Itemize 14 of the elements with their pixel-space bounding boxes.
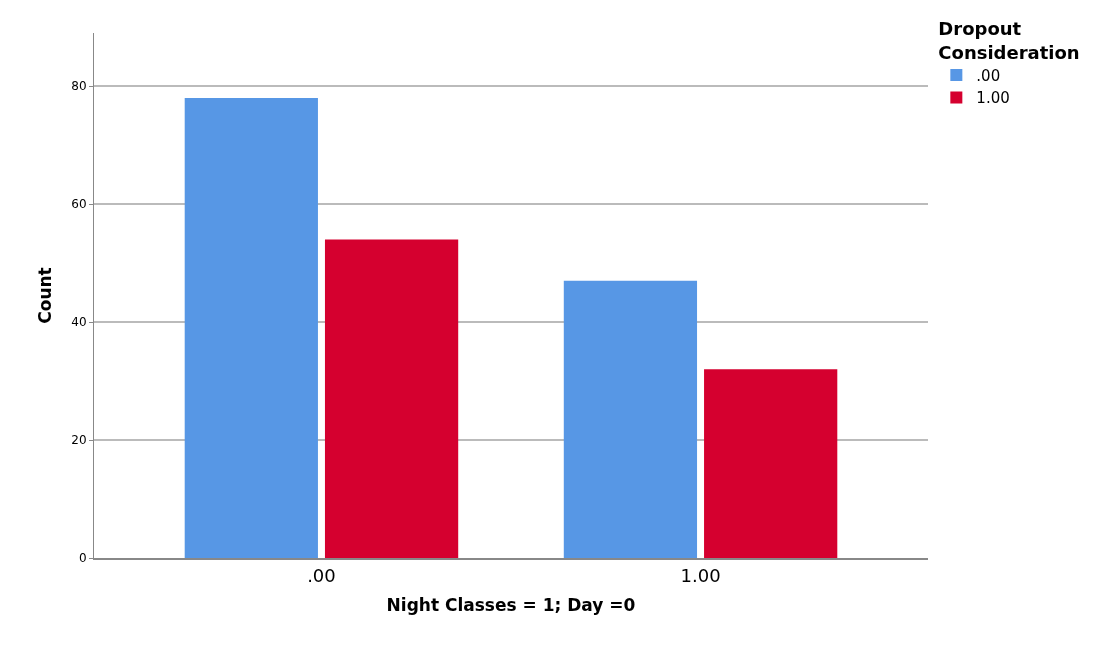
legend-label: 1.00 <box>976 89 1010 108</box>
legend-label: .00 <box>976 66 1001 85</box>
y-tick-label: 0 <box>78 551 87 566</box>
bar <box>704 369 838 558</box>
bar <box>324 239 459 558</box>
bar <box>184 97 318 558</box>
y-axis-title: Count <box>34 267 55 324</box>
y-tick-label: 40 <box>71 315 87 330</box>
legend-title: Dropout Consideration <box>938 18 1080 63</box>
bar <box>563 280 698 558</box>
y-tick-label: 60 <box>71 197 87 212</box>
y-tick-label: 80 <box>71 79 87 94</box>
x-axis-title: Night Classes = 1; Day =0 <box>386 595 636 616</box>
y-tick-label: 20 <box>71 433 87 448</box>
